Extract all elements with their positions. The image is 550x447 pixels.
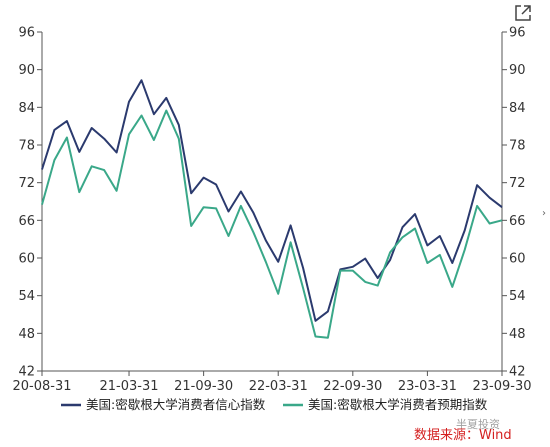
chart-axes: 42 42 48 48 54 54 60 60 66 66 72 72 78 78 84 84 90 90 96 96…	[12, 26, 531, 395]
y-tick-label-right: 90	[509, 63, 526, 78]
watermark-text: 半夏投资	[456, 418, 500, 431]
x-tick-label: 20-08-31	[12, 379, 71, 394]
x-tick-label: 21-03-31	[100, 379, 159, 394]
chart-legend: 美国:密歇根大学消费者信心指数 美国:密歇根大学消费者预期指数	[61, 397, 488, 412]
source-label: 数据来源：Wind	[414, 428, 512, 443]
y-tick-label-left: 42	[18, 365, 35, 380]
expand-icon[interactable]	[514, 4, 532, 22]
y-tick-label-right: 60	[509, 252, 526, 267]
y-tick-label-right: 96	[509, 26, 526, 41]
y-tick-label-left: 90	[18, 63, 35, 78]
series-line-2	[41, 109, 503, 339]
x-tick-label: 22-09-30	[323, 379, 382, 394]
y-tick-label-left: 66	[18, 214, 35, 229]
legend-label-2: 美国:密歇根大学消费者预期指数	[308, 397, 488, 412]
y-tick-label-right: 78	[509, 139, 526, 154]
x-tick-label: 22-03-31	[249, 379, 308, 394]
y-tick-label-left: 78	[18, 139, 35, 154]
y-tick-label-left: 60	[18, 252, 35, 267]
x-tick-label: 21-09-30	[174, 379, 233, 394]
chart-series-lines	[41, 79, 503, 339]
y-tick-label-right: 54	[509, 289, 526, 304]
y-tick-label-left: 72	[18, 176, 35, 191]
y-tick-label-right: 66	[509, 214, 526, 229]
y-tick-label-left: 48	[18, 327, 35, 342]
chevron-right-icon[interactable]: ›	[542, 208, 546, 219]
x-tick-label: 23-09-30	[472, 379, 531, 394]
x-tick-label: 23-03-31	[398, 379, 457, 394]
y-tick-label-left: 96	[18, 26, 35, 41]
legend-label-1: 美国:密歇根大学消费者信心指数	[86, 397, 266, 412]
y-tick-label-right: 48	[509, 327, 526, 342]
y-tick-label-right: 72	[509, 176, 526, 191]
series-line-1	[41, 79, 503, 322]
y-tick-label-left: 54	[18, 289, 35, 304]
y-tick-label-left: 84	[18, 101, 35, 116]
y-tick-label-right: 84	[509, 101, 526, 116]
y-tick-label-right: 42	[509, 365, 526, 380]
